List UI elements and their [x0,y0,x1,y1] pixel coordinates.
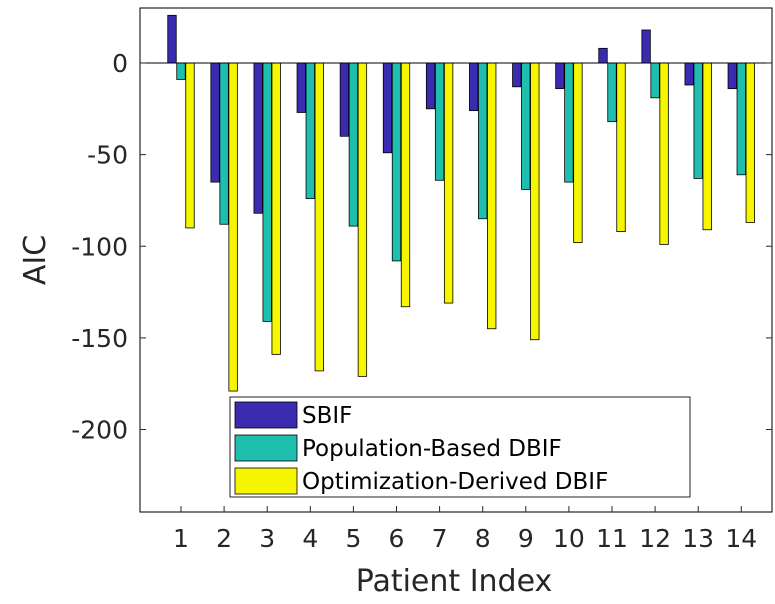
legend-swatch [234,434,298,462]
legend-swatch [234,467,298,495]
bar-population-based-dbif-2 [219,62,229,225]
bar-optimization-derived-dbif-14 [745,62,755,223]
bars-group [167,14,755,392]
bar-sbif-9 [512,62,522,88]
x-axis-label: Patient Index [356,564,553,599]
x-tick-label: 7 [432,524,448,553]
x-tick-label: 1 [173,524,189,553]
x-tick-label: 11 [596,524,628,553]
x-tick-label: 14 [725,524,757,553]
bar-population-based-dbif-8 [478,62,488,220]
legend-box [229,396,691,498]
legend-label: SBIF [302,403,352,429]
bar-population-based-dbif-1 [176,62,186,80]
bar-sbif-12 [641,29,651,64]
bar-optimization-derived-dbif-5 [357,62,368,377]
legend-swatch [234,401,298,429]
x-tick-label: 8 [475,524,491,553]
x-tick-label: 2 [216,524,232,553]
bar-sbif-7 [425,62,436,110]
y-axis-label: AIC [18,235,53,285]
legend-label: Optimization-Derived DBIF [302,469,608,495]
bar-sbif-14 [727,62,737,90]
bar-population-based-dbif-13 [693,62,703,179]
bar-population-based-dbif-14 [736,62,746,176]
x-tick-label: 4 [302,524,318,553]
bar-optimization-derived-dbif-8 [487,62,497,330]
bar-optimization-derived-dbif-12 [659,62,669,245]
bar-population-based-dbif-11 [607,62,617,123]
bar-population-based-dbif-9 [521,62,531,190]
bar-optimization-derived-dbif-6 [400,62,411,308]
y-tick-label: -50 [87,141,128,170]
bar-sbif-5 [339,62,350,137]
bar-population-based-dbif-10 [564,62,574,183]
x-tick-label: 12 [639,524,671,553]
bar-sbif-8 [469,62,479,112]
x-tick-label: 10 [553,524,585,553]
bar-population-based-dbif-6 [391,62,402,262]
legend: SBIF Population-Based DBIF Optimization-De… [229,396,691,498]
bar-optimization-derived-dbif-1 [185,62,195,229]
bar-population-based-dbif-7 [434,62,445,181]
y-tick-label: -150 [71,324,128,353]
y-tick-label: 0 [112,49,128,78]
y-axis-ticks: 0 -50 -100 -150 -200 [71,49,772,445]
bar-optimization-derived-dbif-7 [443,62,454,304]
bar-sbif-6 [382,62,393,154]
bar-sbif-13 [684,62,694,86]
bar-sbif-10 [555,62,565,90]
x-tick-label: 9 [518,524,534,553]
y-tick-label: -200 [71,416,128,445]
bar-sbif-1 [167,14,177,64]
bar-population-based-dbif-5 [348,62,359,227]
bar-optimization-derived-dbif-2 [228,62,238,392]
bar-population-based-dbif-4 [305,62,315,200]
bar-sbif-4 [296,62,306,113]
bar-population-based-dbif-3 [262,62,272,322]
y-tick-label: -100 [71,232,128,261]
x-tick-label: 5 [345,524,361,553]
bar-population-based-dbif-12 [650,62,660,99]
bar-optimization-derived-dbif-11 [616,62,626,232]
bar-sbif-11 [598,47,608,64]
bar-optimization-derived-dbif-9 [530,62,540,341]
legend-label: Population-Based DBIF [302,436,562,462]
x-axis-ticks: 1 2 3 4 5 6 7 8 9 10 11 12 13 14 [173,506,757,553]
x-tick-label: 13 [682,524,714,553]
bar-sbif-2 [210,62,220,183]
x-tick-label: 6 [389,524,405,553]
bar-optimization-derived-dbif-3 [271,62,281,355]
bar-optimization-derived-dbif-10 [573,62,583,243]
bar-sbif-3 [253,62,263,214]
x-tick-label: 3 [259,524,275,553]
bar-optimization-derived-dbif-13 [702,62,712,231]
axes-box [139,7,773,513]
bar-optimization-derived-dbif-4 [314,62,324,372]
